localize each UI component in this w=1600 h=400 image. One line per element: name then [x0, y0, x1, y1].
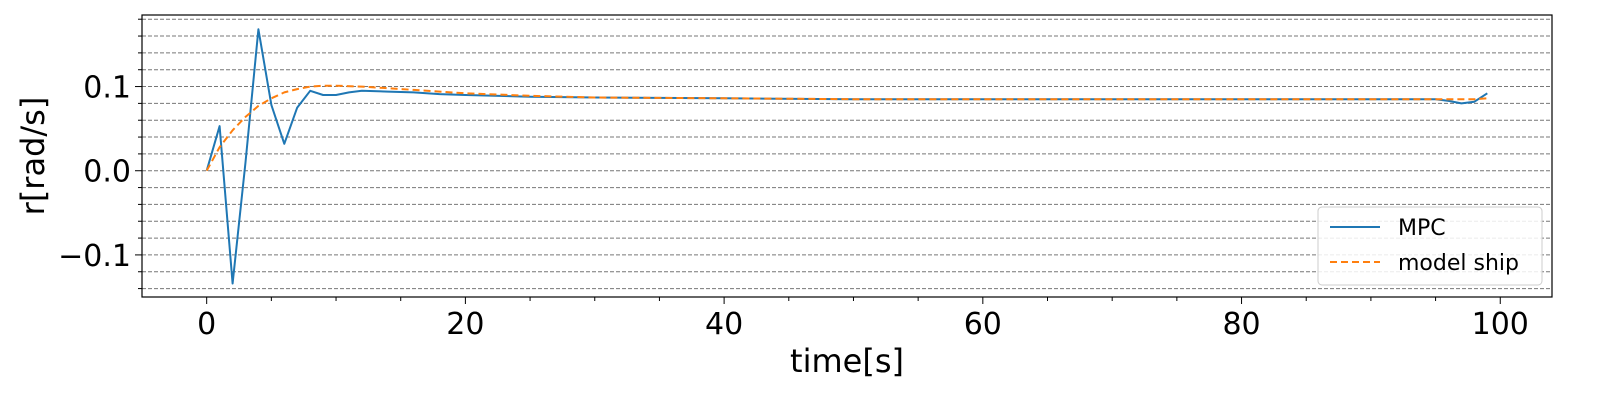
legend-label: MPC	[1398, 216, 1446, 241]
legend-label: model ship	[1398, 251, 1519, 276]
grid-lines	[142, 18, 1552, 290]
x-tick-labels: 0 20 40 60 80 100	[197, 307, 1529, 342]
y-tick-label: 0.0	[83, 155, 131, 190]
x-tick-label: 40	[705, 307, 743, 342]
x-tick-label: 80	[1222, 307, 1260, 342]
series-lines	[205, 28, 1488, 285]
x-axis-label: time[s]	[790, 342, 904, 380]
series-line-model-ship	[205, 84, 1488, 172]
x-tick-label: 60	[964, 307, 1002, 342]
y-axis-label: r[rad/s]	[14, 97, 52, 216]
x-tick-label: 0	[197, 307, 216, 342]
x-tick-label: 100	[1472, 307, 1529, 342]
major-ticks	[135, 86, 1501, 304]
minor-ticks	[138, 18, 1437, 301]
series-line-mpc	[205, 28, 1488, 285]
y-tick-label: 0.1	[83, 71, 131, 106]
legend: MPC model ship	[1317, 206, 1543, 286]
plot-frame	[141, 14, 1553, 298]
x-tick-label: 20	[446, 307, 484, 342]
y-tick-labels: −0.1 0.0 0.1	[58, 71, 131, 274]
y-tick-label: −0.1	[58, 239, 131, 274]
